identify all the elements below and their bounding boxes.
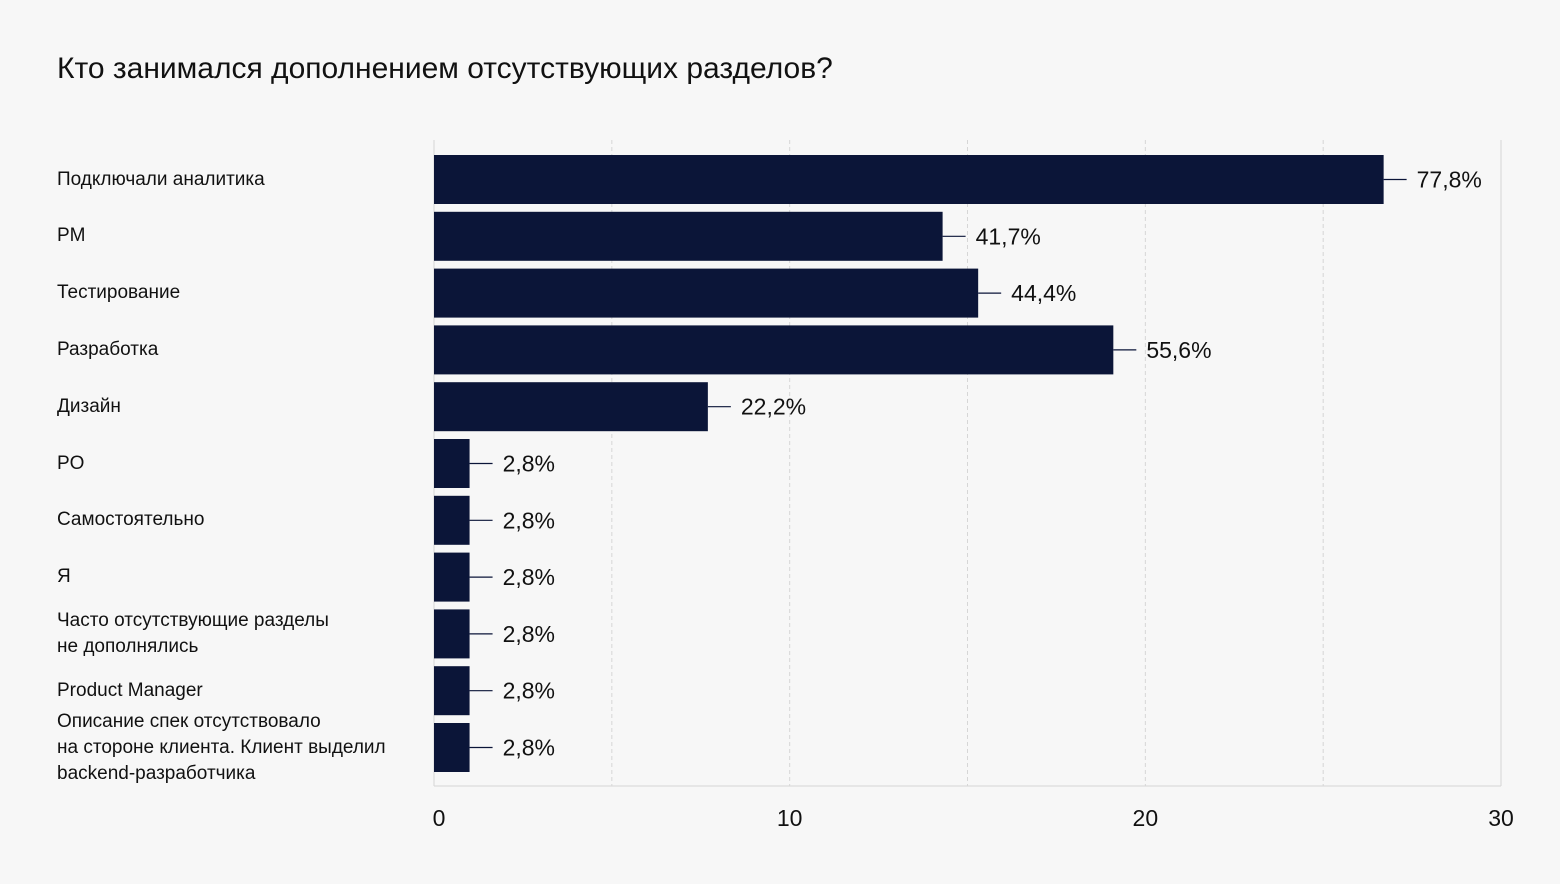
category-label: Подключали аналитика xyxy=(57,168,265,190)
data-label: 2,8% xyxy=(503,451,555,477)
category-label: Самостоятельно xyxy=(57,509,205,531)
category-label: Разработка xyxy=(57,338,159,360)
bar xyxy=(434,325,1114,375)
data-label: 22,2% xyxy=(741,394,806,420)
bar xyxy=(434,666,470,716)
data-label: 41,7% xyxy=(976,223,1041,249)
category-label: Дизайн xyxy=(57,395,121,417)
category-label: PM xyxy=(57,225,86,247)
category-label: Я xyxy=(57,566,71,588)
category-label: Тестирование xyxy=(57,282,181,304)
data-label: 2,8% xyxy=(503,564,555,590)
data-label: 2,8% xyxy=(503,735,555,761)
bar xyxy=(434,268,979,318)
bar xyxy=(434,382,708,432)
bar xyxy=(434,495,470,545)
category-label: Product Manager xyxy=(57,679,203,701)
category-label: Описание спек отсутствовало на стороне к… xyxy=(57,710,386,784)
data-label: 2,8% xyxy=(503,621,555,647)
bar xyxy=(434,439,470,488)
x-tick-label: 30 xyxy=(1488,805,1514,831)
category-label: PO xyxy=(57,452,85,474)
bar xyxy=(434,155,1384,204)
bar xyxy=(434,609,470,659)
data-label: 77,8% xyxy=(1417,167,1482,193)
data-label: 44,4% xyxy=(1011,280,1076,306)
bar xyxy=(434,723,470,772)
data-label: 2,8% xyxy=(503,507,555,533)
data-label: 55,6% xyxy=(1146,337,1211,363)
data-label: 2,8% xyxy=(503,678,555,704)
x-tick-label: 0 xyxy=(433,805,446,831)
bar xyxy=(434,552,470,602)
chart-title: Кто занимался дополнением отсутствующих … xyxy=(57,52,833,85)
x-tick-label: 20 xyxy=(1133,805,1159,831)
bar xyxy=(434,211,943,261)
x-tick-label: 10 xyxy=(777,805,803,831)
category-label: Часто отсутствующие разделы не дополняли… xyxy=(57,609,329,657)
